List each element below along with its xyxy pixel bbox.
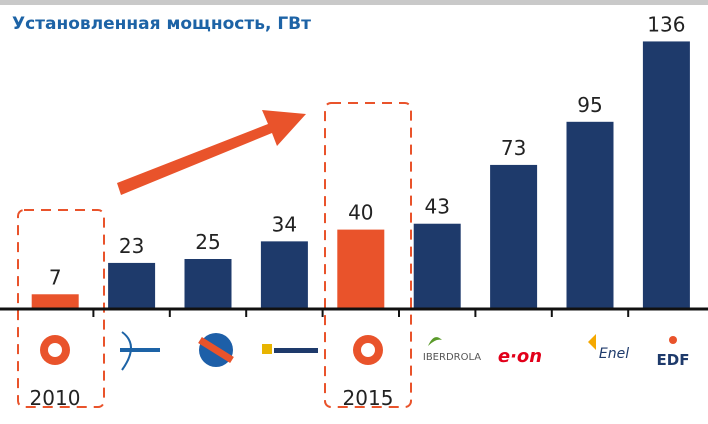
category-label: Enel [599, 346, 629, 362]
data-label: 95 [577, 93, 602, 117]
bar [642, 41, 690, 308]
category-label: e·on [498, 346, 542, 367]
bar [490, 164, 538, 308]
logo [120, 331, 160, 371]
data-label: 40 [348, 201, 373, 225]
top-stripe [0, 0, 708, 5]
data-label: 73 [501, 136, 526, 160]
data-label: 136 [647, 12, 685, 36]
highlight-box [324, 102, 412, 408]
bar [108, 262, 156, 308]
bar [31, 294, 79, 308]
data-label: 43 [424, 195, 449, 219]
bar [184, 259, 232, 308]
trend-arrow [117, 110, 306, 195]
logo [669, 336, 677, 344]
logo [588, 334, 596, 350]
bar [260, 241, 308, 308]
bar [566, 121, 614, 308]
annotation: 2015 [343, 386, 394, 410]
logo [353, 335, 383, 365]
category-label: IBERDROLA [423, 352, 481, 363]
logo [428, 337, 442, 346]
logo [262, 344, 318, 354]
data-label: 7 [49, 265, 62, 289]
logo [198, 333, 234, 367]
bar [413, 223, 461, 308]
data-label: 23 [119, 234, 144, 258]
category-label: EDF [657, 351, 690, 369]
logo [40, 335, 70, 365]
chart-title: Установленная мощность, ГВт [12, 14, 311, 34]
annotation: 2010 [30, 386, 81, 410]
data-label: 25 [195, 230, 220, 254]
bar [337, 229, 385, 308]
data-label: 34 [272, 212, 297, 236]
